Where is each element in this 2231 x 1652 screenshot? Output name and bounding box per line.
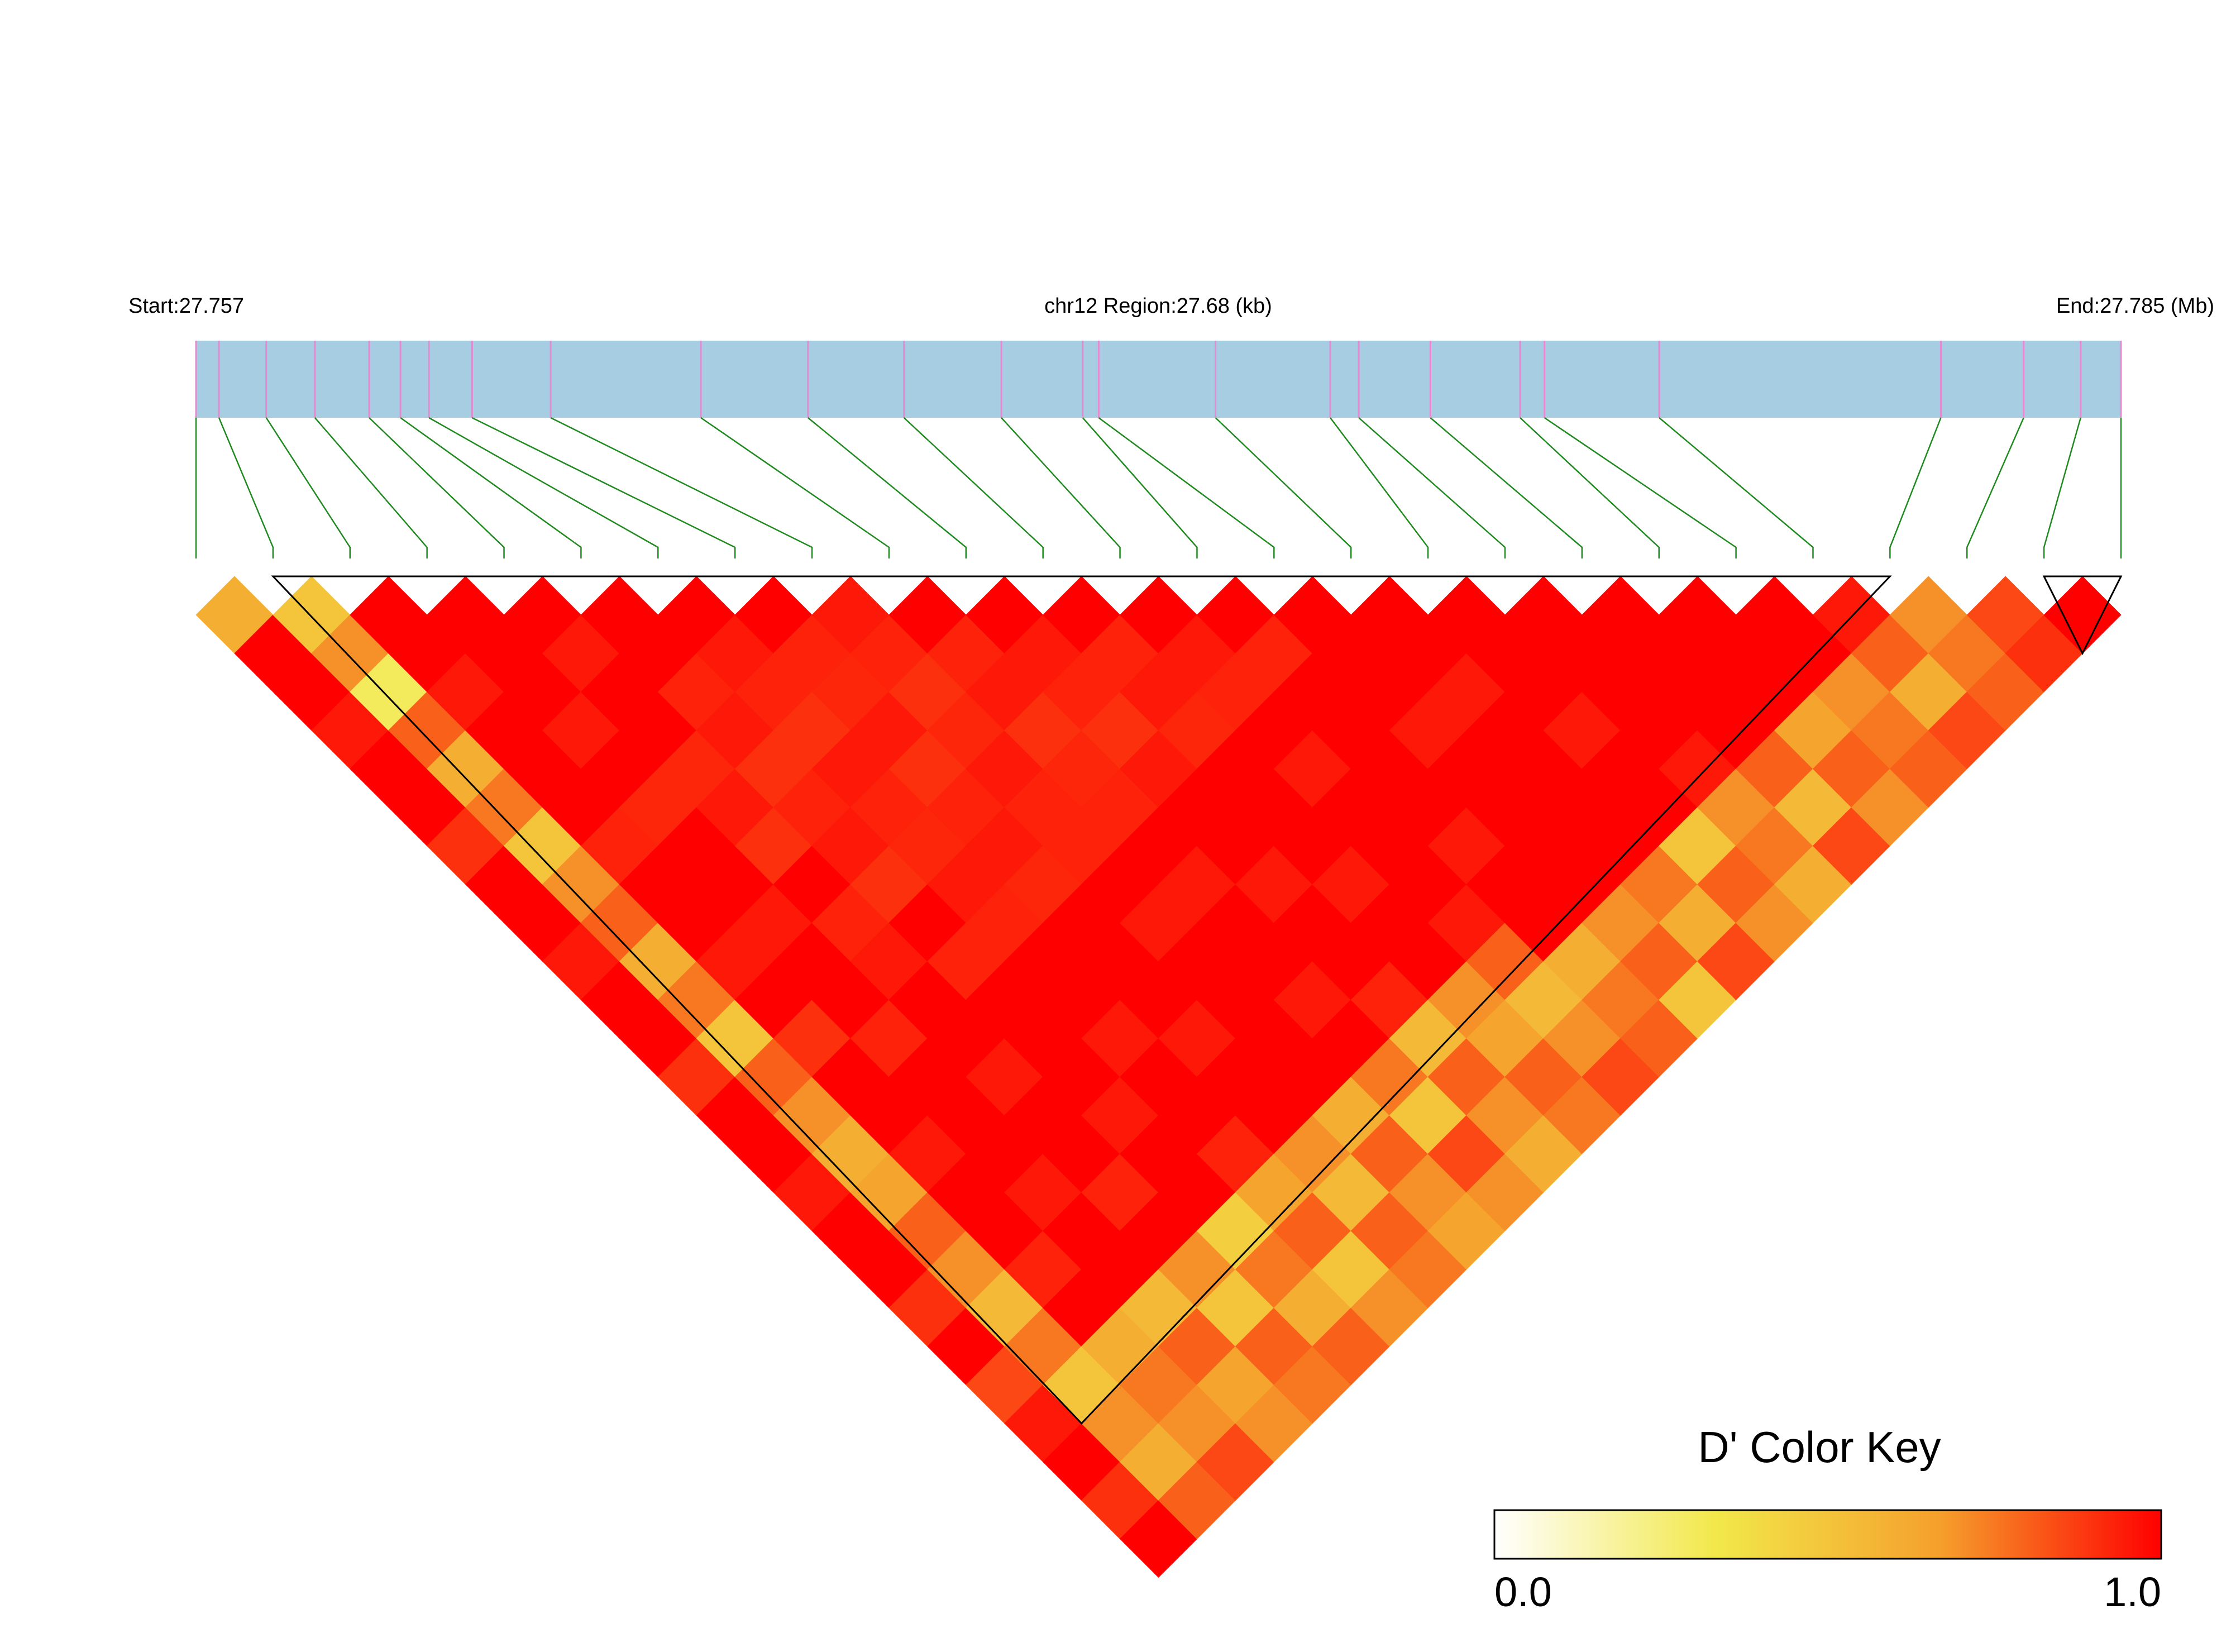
end-label: End:27.785 (Mb) [2056,294,2214,318]
gene-track [196,341,2121,418]
snp-link [1001,417,1121,558]
start-label: Start:27.757 [128,294,244,318]
snp-link [1659,417,1814,558]
snp-link [2043,417,2081,558]
snp-link [400,417,582,558]
ld-block [2042,575,2123,656]
snp-link [1358,417,1506,558]
color-key [1493,1509,2162,1560]
snp-link [903,417,1044,558]
snp-link [1520,417,1660,558]
key-title: D' Color Key [1698,1422,1941,1472]
snp-link [1098,417,1275,558]
key-tick-label: 0.0 [1494,1569,1552,1615]
snp-link [314,417,428,558]
snp-link [471,417,736,558]
snp-link [1966,417,2024,558]
snp-link [550,417,813,558]
snp-link [369,417,505,558]
region-label: chr12 Region:27.68 (kb) [1044,294,1272,318]
snp-link [1330,417,1429,558]
key-tick-label: 1.0 [2104,1569,2161,1615]
snp-link [808,417,967,558]
snp-link [218,417,274,558]
snp-link [265,417,351,558]
snp-link [700,417,890,558]
snp-link [1082,417,1198,558]
snp-link [1544,417,1737,558]
snp-link [1889,417,1942,558]
snp-link [1430,417,1583,558]
snp-link [1215,417,1352,558]
ld-block [271,575,1892,1425]
snp-link [428,417,659,558]
